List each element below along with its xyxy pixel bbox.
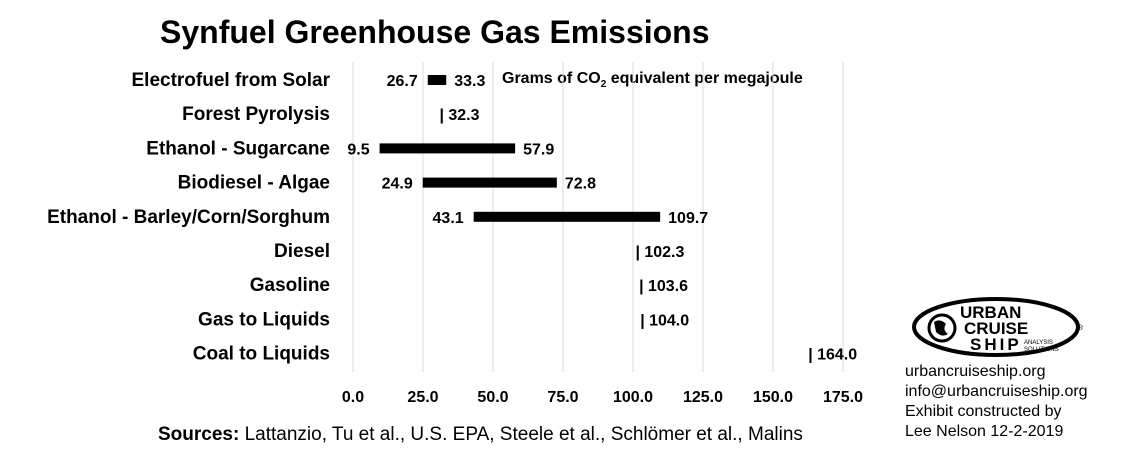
unit-note-prefix: Grams of CO (502, 70, 601, 87)
x-tick-label-5: 125.0 (683, 389, 723, 406)
sources-text: Lattanzio, Tu et al., U.S. EPA, Steele e… (239, 424, 803, 445)
logo-registered-mark: ® (1078, 324, 1084, 332)
x-tick-label-3: 75.0 (547, 389, 578, 406)
x-tick-label-6: 150.0 (753, 389, 793, 406)
contact-author-date: Lee Nelson 12-2-2019 (905, 423, 1064, 440)
category-label-2: Ethanol - Sugarcane (146, 138, 330, 159)
range-bar-4 (473, 211, 661, 222)
chart-title: Synfuel Greenhouse Gas Emissions (160, 14, 710, 50)
category-label-0: Electrofuel from Solar (132, 70, 331, 91)
sources-label: Sources: (158, 424, 240, 445)
contact-credit: Exhibit constructed by (905, 403, 1062, 420)
contact-email: info@urbancruiseship.org (905, 383, 1088, 400)
x-tick-label-1: 25.0 (407, 389, 438, 406)
logo-text-urban: URBAN (960, 303, 1021, 322)
range-bar-3 (422, 177, 557, 188)
high-value-label-6: | 103.6 (639, 278, 688, 295)
high-value-label-4: 109.7 (668, 210, 708, 227)
x-tick-label-2: 50.0 (477, 389, 508, 406)
category-label-5: Diesel (274, 241, 330, 262)
low-value-label-0: 26.7 (387, 73, 418, 90)
x-tick-label-4: 100.0 (613, 389, 653, 406)
high-value-label-8: | 164.0 (808, 347, 857, 364)
logo-globe-land (934, 320, 948, 336)
x-tick-label-0: 0.0 (342, 389, 364, 406)
logo-text-analysis: ANALYSIS (1024, 340, 1053, 346)
category-label-3: Biodiesel - Algae (178, 173, 330, 194)
range-bar-2 (379, 143, 516, 154)
category-label-4: Ethanol - Barley/Corn/Sorghum (47, 207, 330, 228)
high-value-label-2: 57.9 (523, 141, 554, 158)
x-tick-label-7: 175.0 (823, 389, 863, 406)
logo-ring (912, 297, 1080, 357)
category-label-1: Forest Pyrolysis (182, 104, 330, 125)
sources-line: Sources: Lattanzio, Tu et al., U.S. EPA,… (158, 424, 803, 446)
low-value-label-4: 43.1 (433, 210, 464, 227)
category-label-7: Gas to Liquids (198, 309, 330, 330)
high-value-label-0: 33.3 (454, 73, 485, 90)
unit-note-suffix: equivalent per megajoule (606, 70, 803, 87)
logo-text-ship: SHIP (970, 335, 1022, 354)
unit-note-subscript: 2 (600, 79, 607, 91)
high-value-label-3: 72.8 (565, 176, 596, 193)
logo-text-solutions: SOLUTIONS (1024, 347, 1059, 353)
category-label-6: Gasoline (250, 275, 330, 296)
logo-text-cruise: CRUISE (964, 319, 1028, 338)
range-bar-0 (427, 75, 447, 85)
high-value-label-1: | 32.3 (439, 107, 479, 124)
unit-note: Grams of CO2 equivalent per megajoule (502, 70, 803, 90)
contact-block: urbancruiseship.org info@urbancruiseship… (905, 362, 1088, 442)
category-label-8: Coal to Liquids (193, 344, 330, 365)
contact-website: urbancruiseship.org (905, 363, 1046, 380)
low-value-label-2: 9.5 (347, 141, 369, 158)
urban-cruise-ship-logo: URBAN CRUISE SHIP ANALYSIS SOLUTIONS ® (912, 297, 1084, 357)
high-value-label-7: | 104.0 (640, 312, 689, 329)
low-value-label-3: 24.9 (382, 176, 413, 193)
high-value-label-5: | 102.3 (635, 244, 684, 261)
